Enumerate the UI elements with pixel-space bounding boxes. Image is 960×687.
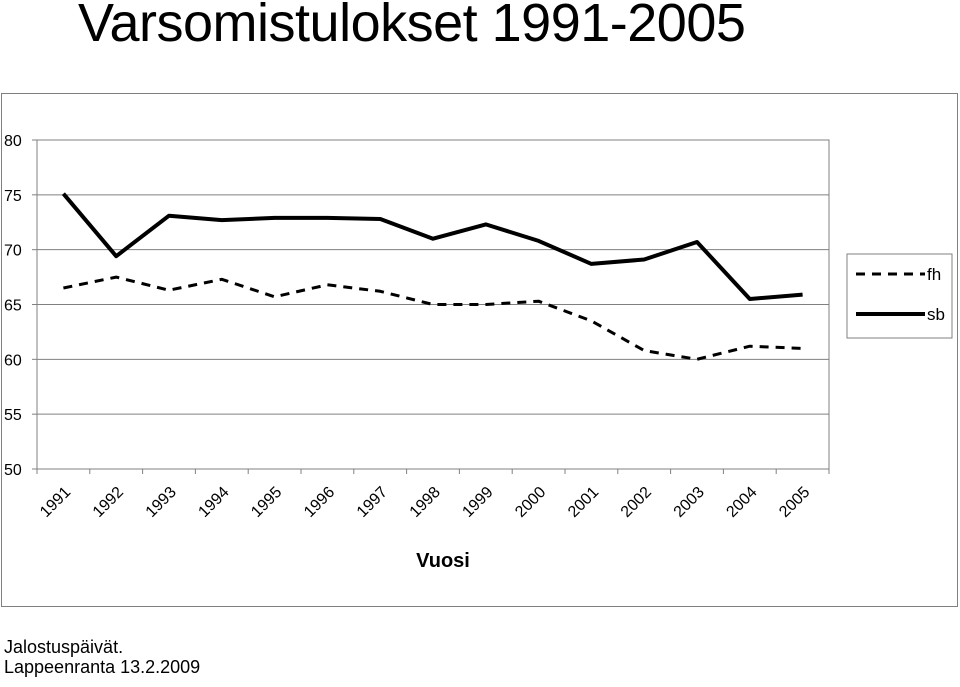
footer-place-date: Lappeenranta 13.2.2009 bbox=[4, 657, 201, 677]
x-tick-label: 1993 bbox=[143, 484, 180, 521]
slide-title: Varsomistulokset 1991-2005 bbox=[78, 0, 746, 53]
legend: fh sb bbox=[846, 253, 953, 339]
x-tick-label: 2004 bbox=[723, 484, 760, 521]
footer-event: Jalostuspäivät. bbox=[4, 637, 124, 657]
x-tick-label: 2001 bbox=[565, 484, 602, 521]
x-axis-label: Vuosi bbox=[416, 550, 470, 572]
x-tick-label: 1992 bbox=[90, 484, 127, 521]
y-tick-label: 50 bbox=[4, 462, 22, 479]
chart-frame bbox=[1, 93, 958, 607]
x-tick-label: 2002 bbox=[618, 484, 655, 521]
y-tick-label: 60 bbox=[4, 352, 22, 369]
y-tick-labels: 50 55 60 65 70 75 80 bbox=[4, 133, 37, 479]
x-tick-label: 1997 bbox=[354, 484, 391, 521]
x-tick-label: 1995 bbox=[248, 484, 285, 521]
footer: Jalostuspäivät. Lappeenranta 13.2.2009 bbox=[4, 637, 200, 677]
x-tick-label: 1996 bbox=[301, 484, 338, 521]
y-tick-label: 80 bbox=[4, 133, 22, 150]
legend-label-fh: fh bbox=[927, 265, 941, 284]
series-lines bbox=[61, 192, 803, 361]
x-tick-label: 1991 bbox=[37, 484, 74, 521]
series-line-fh bbox=[63, 275, 803, 361]
x-tick-label: 2003 bbox=[671, 484, 708, 521]
x-tick-labels: 1991 1992 1993 1994 1995 1996 1997 1998 1999 2000… bbox=[36, 469, 830, 521]
y-tick-label: 70 bbox=[4, 243, 22, 260]
y-tick-label: 55 bbox=[4, 407, 22, 424]
x-tick-label: 1998 bbox=[407, 484, 444, 521]
y-tick-label: 65 bbox=[4, 298, 22, 315]
gridlines bbox=[37, 139, 829, 415]
x-tick-label: 2005 bbox=[776, 484, 813, 521]
legend-box bbox=[846, 253, 953, 339]
x-tick-label: 1994 bbox=[195, 484, 232, 521]
series-line-sb bbox=[61, 192, 803, 301]
y-tick-label: 75 bbox=[4, 188, 22, 205]
legend-label-sb: sb bbox=[927, 305, 945, 324]
x-tick-label: 1999 bbox=[459, 484, 496, 521]
x-tick-label: 2000 bbox=[512, 484, 549, 521]
